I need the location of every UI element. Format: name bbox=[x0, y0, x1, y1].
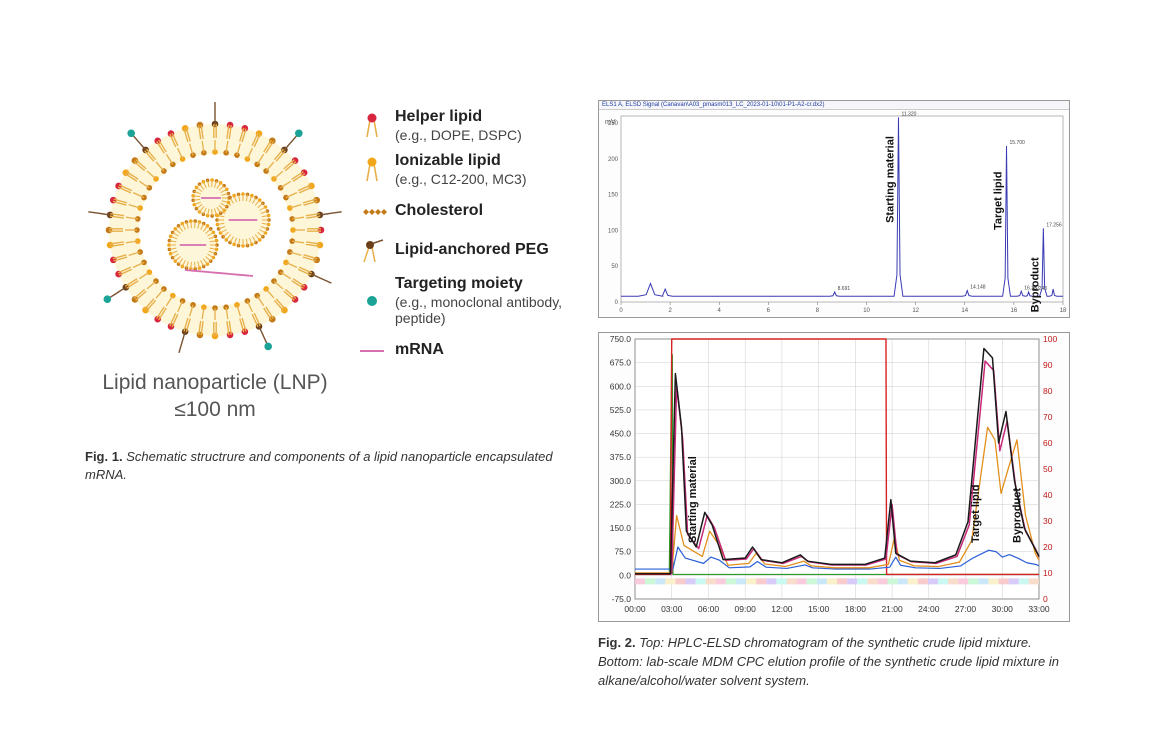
svg-text:40: 40 bbox=[1043, 490, 1053, 500]
svg-text:-75.0: -75.0 bbox=[612, 594, 632, 604]
svg-text:Starting material: Starting material bbox=[687, 456, 699, 543]
svg-text:0: 0 bbox=[619, 308, 623, 314]
svg-text:150.0: 150.0 bbox=[610, 523, 632, 533]
svg-text:750.0: 750.0 bbox=[610, 334, 632, 344]
lnp-title: Lipid nanoparticle (LNP) bbox=[102, 371, 327, 394]
svg-text:250: 250 bbox=[608, 121, 619, 127]
svg-text:20: 20 bbox=[1043, 542, 1053, 552]
svg-text:15:00: 15:00 bbox=[808, 604, 830, 614]
svg-text:375.0: 375.0 bbox=[610, 452, 632, 462]
svg-text:100: 100 bbox=[608, 228, 619, 234]
svg-text:4: 4 bbox=[718, 308, 722, 314]
hplc-header: ELS1 A, ELSD Signal (Canavan\A03_pmasm01… bbox=[599, 101, 1069, 110]
legend-item-target: Targeting moiety(e.g., monoclonal antibo… bbox=[357, 275, 572, 327]
svg-text:675.0: 675.0 bbox=[610, 358, 632, 368]
figure-1: Lipid nanoparticle (LNP) ≤100 nm Helper … bbox=[85, 100, 580, 700]
legend-title: Ionizable lipid bbox=[395, 152, 527, 171]
hplc-chromatogram: ELS1 A, ELSD Signal (Canavan\A03_pmasm01… bbox=[598, 100, 1070, 318]
svg-text:0: 0 bbox=[615, 300, 619, 306]
svg-text:18:00: 18:00 bbox=[845, 604, 867, 614]
svg-text:17.256: 17.256 bbox=[1046, 222, 1062, 228]
fig1-caption: Fig. 1. Schematic structrure and compone… bbox=[85, 448, 580, 484]
svg-text:150: 150 bbox=[608, 193, 619, 199]
legend-title: Lipid-anchored PEG bbox=[395, 241, 549, 260]
svg-text:Byproduct: Byproduct bbox=[1012, 488, 1024, 543]
svg-text:300.0: 300.0 bbox=[610, 476, 632, 486]
svg-text:525.0: 525.0 bbox=[610, 405, 632, 415]
lnp-schematic: Lipid nanoparticle (LNP) ≤100 nm bbox=[85, 100, 345, 424]
legend-item-mrna: mRNA bbox=[357, 336, 572, 366]
legend-item-helper: Helper lipid(e.g., DOPE, DSPC) bbox=[357, 108, 572, 143]
svg-text:10: 10 bbox=[863, 308, 870, 314]
legend-subtitle: (e.g., monoclonal antibody, peptide) bbox=[395, 294, 572, 327]
svg-text:18: 18 bbox=[1060, 308, 1067, 314]
legend-title: Cholesterol bbox=[395, 202, 483, 221]
fig2-caption: Fig. 2. Top: HPLC-ELSD chromatogram of t… bbox=[598, 634, 1070, 691]
legend-item-ion: Ionizable lipid(e.g., C12-200, MC3) bbox=[357, 152, 572, 187]
svg-text:Target lipid: Target lipid bbox=[993, 172, 1005, 230]
chol-icon bbox=[357, 197, 387, 227]
svg-text:6: 6 bbox=[767, 308, 771, 314]
svg-text:70: 70 bbox=[1043, 412, 1053, 422]
legend-subtitle: (e.g., C12-200, MC3) bbox=[395, 171, 527, 188]
svg-text:Byproduct: Byproduct bbox=[1029, 257, 1041, 312]
legend-title: Targeting moiety bbox=[395, 275, 572, 294]
svg-text:11.320: 11.320 bbox=[901, 111, 916, 117]
svg-text:100: 100 bbox=[1043, 334, 1057, 344]
peg-icon bbox=[357, 236, 387, 266]
fig1-legend: Helper lipid(e.g., DOPE, DSPC) Ionizable … bbox=[357, 100, 572, 375]
svg-text:06:00: 06:00 bbox=[698, 604, 720, 614]
svg-text:33:00: 33:00 bbox=[1028, 604, 1050, 614]
svg-text:14.148: 14.148 bbox=[970, 285, 986, 291]
svg-text:60: 60 bbox=[1043, 438, 1053, 448]
svg-text:Starting material: Starting material bbox=[884, 136, 896, 223]
mrna-icon bbox=[357, 336, 387, 366]
svg-text:90: 90 bbox=[1043, 360, 1053, 370]
svg-text:12: 12 bbox=[912, 308, 919, 314]
svg-text:16: 16 bbox=[1011, 308, 1018, 314]
svg-text:15.700: 15.700 bbox=[1010, 140, 1026, 146]
svg-text:600.0: 600.0 bbox=[610, 381, 632, 391]
svg-text:225.0: 225.0 bbox=[610, 499, 632, 509]
svg-text:2: 2 bbox=[668, 308, 672, 314]
figure-2: ELS1 A, ELSD Signal (Canavan\A03_pmasm01… bbox=[598, 100, 1070, 700]
svg-text:Target lipid: Target lipid bbox=[970, 485, 982, 543]
svg-text:50: 50 bbox=[611, 264, 618, 270]
svg-text:27:00: 27:00 bbox=[955, 604, 977, 614]
legend-item-chol: Cholesterol bbox=[357, 197, 572, 227]
svg-text:8: 8 bbox=[816, 308, 820, 314]
target-icon bbox=[357, 286, 387, 316]
svg-text:30:00: 30:00 bbox=[992, 604, 1014, 614]
svg-text:0.0: 0.0 bbox=[619, 570, 631, 580]
svg-text:12:00: 12:00 bbox=[771, 604, 793, 614]
svg-text:10: 10 bbox=[1043, 568, 1053, 578]
cpc-elution-chart: -75.0 0.0 75.0 150.0 225.0 300.0 375.0 450.0 525… bbox=[598, 332, 1070, 622]
svg-text:24:00: 24:00 bbox=[918, 604, 940, 614]
svg-text:00:00: 00:00 bbox=[624, 604, 646, 614]
svg-text:200: 200 bbox=[608, 157, 619, 163]
legend-title: mRNA bbox=[395, 341, 444, 360]
svg-text:8.691: 8.691 bbox=[838, 286, 851, 292]
lnp-size: ≤100 nm bbox=[174, 398, 256, 421]
legend-subtitle: (e.g., DOPE, DSPC) bbox=[395, 127, 522, 144]
svg-text:30: 30 bbox=[1043, 516, 1053, 526]
svg-text:09:00: 09:00 bbox=[735, 604, 757, 614]
legend-item-peg: Lipid-anchored PEG bbox=[357, 236, 572, 266]
svg-text:21:00: 21:00 bbox=[881, 604, 903, 614]
helper-icon bbox=[357, 111, 387, 141]
svg-text:75.0: 75.0 bbox=[614, 547, 631, 557]
legend-title: Helper lipid bbox=[395, 108, 522, 127]
ion-icon bbox=[357, 155, 387, 185]
svg-text:80: 80 bbox=[1043, 386, 1053, 396]
svg-text:14: 14 bbox=[961, 308, 968, 314]
svg-text:50: 50 bbox=[1043, 464, 1053, 474]
svg-text:03:00: 03:00 bbox=[661, 604, 683, 614]
svg-text:450.0: 450.0 bbox=[610, 429, 632, 439]
svg-text:0: 0 bbox=[1043, 594, 1048, 604]
